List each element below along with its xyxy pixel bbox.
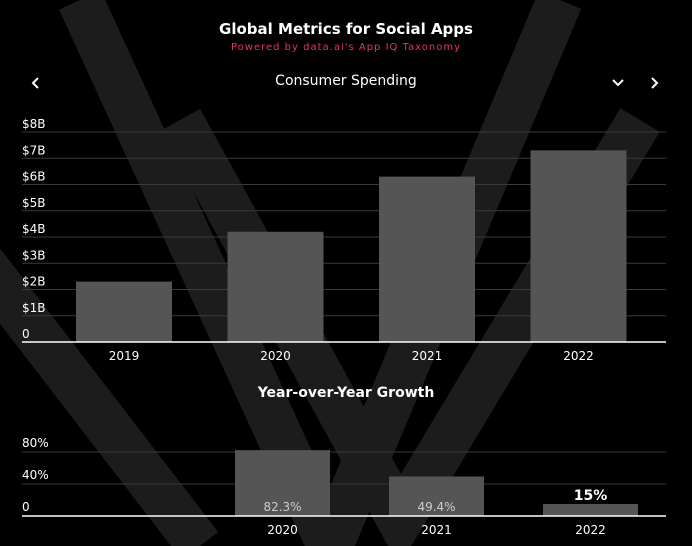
prev-metric-button[interactable] (25, 72, 47, 94)
bar-2021 (389, 476, 484, 516)
x-tick-label: 2022 (563, 349, 594, 363)
y-tick-label: $6B (22, 170, 46, 184)
x-tick-label: 2020 (267, 523, 298, 537)
bar-2021 (379, 176, 475, 342)
x-tick-label: 2022 (575, 523, 606, 537)
x-tick-label: 2021 (421, 523, 452, 537)
bar-2022 (530, 150, 627, 342)
y-tick-label: $2B (22, 275, 46, 289)
data-label: 15% (574, 488, 608, 504)
growth-section-title: Year-over-Year Growth (257, 385, 435, 401)
bar-2022 (543, 504, 638, 516)
chevron-left-icon (31, 77, 39, 89)
y-tick-label: $4B (22, 222, 46, 236)
data-label: 82.3% (263, 500, 301, 514)
x-tick-label: 2021 (412, 349, 443, 363)
bar-2019 (76, 281, 172, 342)
chevron-right-icon (651, 77, 659, 89)
metric-dropdown-button[interactable] (607, 72, 629, 94)
chart-title: Global Metrics for Social Apps (219, 20, 473, 38)
chevron-down-icon (612, 79, 624, 87)
bar-2020 (235, 450, 330, 516)
chart-subtitle: Powered by data.ai's App IQ Taxonomy (230, 42, 462, 53)
y-tick-label: 0 (22, 327, 30, 341)
y-tick-label: 40% (22, 468, 49, 482)
y-tick-label: $5B (22, 196, 46, 210)
y-tick-label: $1B (22, 301, 46, 315)
metric-label: Consumer Spending (275, 73, 417, 89)
y-tick-label: $3B (22, 248, 46, 262)
bar-2020 (227, 231, 324, 342)
x-tick-label: 2020 (260, 349, 291, 363)
y-tick-label: $8B (22, 117, 46, 131)
y-tick-label: 80% (22, 436, 49, 450)
x-tick-label: 2019 (109, 349, 140, 363)
y-tick-label: $7B (22, 143, 46, 157)
y-tick-label: 0 (22, 500, 30, 514)
data-label: 49.4% (417, 500, 455, 514)
next-metric-button[interactable] (643, 72, 665, 94)
